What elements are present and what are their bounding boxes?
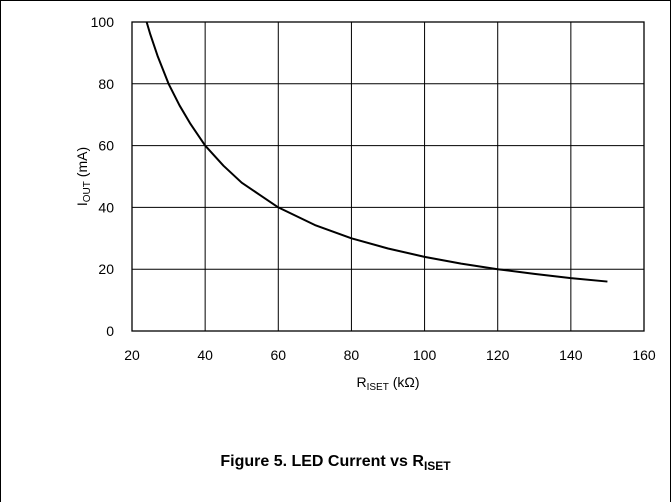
series-layer [145,21,608,283]
y-axis-label-sub: OUT [82,181,93,202]
x-tick-label: 20 [124,347,140,363]
series-line [145,21,608,283]
x-axis-label: RISET (kΩ) [356,374,419,393]
figure-caption: Figure 5. LED Current vs RISET [1,453,670,473]
x-tick-label: 160 [632,347,656,363]
y-axis-label: IOUT (mA) [74,147,93,206]
x-tick-label: 80 [344,347,360,363]
x-tick-label: 100 [413,347,437,363]
x-tick-label: 120 [486,347,510,363]
y-axis-label-main: I [74,202,90,206]
y-axis-label-suffix: (mA) [74,147,90,181]
y-tick-label: 0 [106,323,114,339]
y-tick-label: 80 [98,76,114,92]
y-tick-label: 40 [98,199,114,215]
y-tick-label: 100 [91,14,115,30]
y-tick-label: 20 [98,261,114,277]
y-tick-label: 60 [98,138,114,154]
x-tick-label: 40 [197,347,213,363]
x-axis-label-sub: ISET [367,382,389,393]
figure-caption-main: Figure 5. LED Current vs R [220,453,424,470]
figure-caption-sub: ISET [423,459,451,473]
grid [132,22,644,331]
chart: 20 40 60 80 100 120 140 160 0 20 40 60 80 100 RISET … [74,14,656,393]
x-axis-label-main: R [356,374,366,390]
x-tick-label: 60 [270,347,286,363]
plot-frame [131,21,645,332]
x-axis-label-suffix: (kΩ) [389,374,420,390]
x-tick-label: 140 [559,347,583,363]
y-tick-labels: 0 20 40 60 80 100 [91,14,115,339]
x-tick-labels: 20 40 60 80 100 120 140 160 [124,347,656,363]
